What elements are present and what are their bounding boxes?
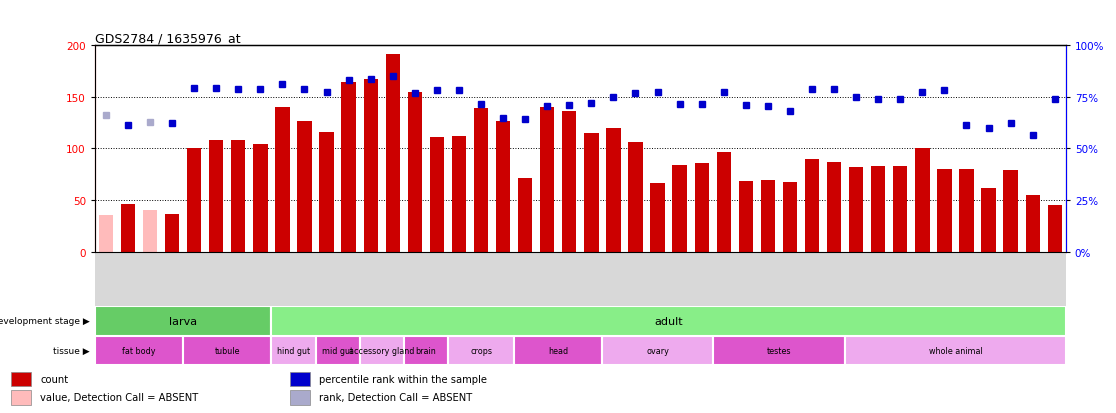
Text: rank, Detection Call = ABSENT: rank, Detection Call = ABSENT <box>319 392 472 403</box>
Bar <box>651 183 665 252</box>
Bar <box>628 143 643 252</box>
Text: adult: adult <box>654 316 683 326</box>
Text: hind gut: hind gut <box>277 346 310 355</box>
Text: GDS2784 / 1635976_at: GDS2784 / 1635976_at <box>95 32 240 45</box>
Bar <box>276 108 289 252</box>
Bar <box>253 145 268 252</box>
Bar <box>761 180 775 252</box>
Bar <box>474 109 488 252</box>
Bar <box>981 188 995 252</box>
Bar <box>805 159 819 252</box>
Text: value, Detection Call = ABSENT: value, Detection Call = ABSENT <box>40 392 199 403</box>
Text: mid gut: mid gut <box>323 346 353 355</box>
Bar <box>98 215 113 252</box>
Bar <box>209 141 223 252</box>
Bar <box>849 168 864 252</box>
Bar <box>297 121 311 252</box>
Bar <box>496 121 510 252</box>
Bar <box>165 214 180 252</box>
Bar <box>430 138 444 252</box>
Text: larva: larva <box>169 316 198 326</box>
Bar <box>290 390 310 405</box>
Bar <box>716 152 731 252</box>
Bar <box>11 372 31 386</box>
Bar <box>143 210 157 252</box>
Bar <box>937 170 952 252</box>
Bar <box>845 336 1066 366</box>
Bar <box>872 166 885 252</box>
Bar <box>271 336 316 366</box>
Bar <box>452 137 466 252</box>
Bar <box>271 306 1066 336</box>
Bar <box>739 181 753 252</box>
Bar <box>673 166 686 252</box>
Text: whole animal: whole animal <box>929 346 982 355</box>
Bar <box>603 336 713 366</box>
Bar <box>407 93 422 252</box>
Bar <box>95 306 271 336</box>
Bar <box>290 372 310 386</box>
Text: tissue ▶: tissue ▶ <box>52 346 89 355</box>
Bar <box>915 149 930 252</box>
Bar <box>448 336 514 366</box>
Text: percentile rank within the sample: percentile rank within the sample <box>319 374 488 384</box>
Bar <box>121 205 135 252</box>
Bar <box>183 336 271 366</box>
Bar <box>713 336 845 366</box>
Text: tubule: tubule <box>214 346 240 355</box>
Text: head: head <box>548 346 568 355</box>
Text: count: count <box>40 374 68 384</box>
Bar <box>341 83 356 252</box>
Bar <box>386 55 400 252</box>
Bar <box>694 164 709 252</box>
Text: accessory gland: accessory gland <box>349 346 414 355</box>
Bar <box>316 336 359 366</box>
Bar <box>1048 206 1062 252</box>
Text: crops: crops <box>470 346 492 355</box>
Bar <box>782 182 797 252</box>
Bar <box>11 390 31 405</box>
Bar <box>359 336 404 366</box>
Bar <box>187 149 201 252</box>
Text: development stage ▶: development stage ▶ <box>0 316 89 325</box>
Bar <box>584 134 598 252</box>
Bar <box>562 112 577 252</box>
Text: brain: brain <box>415 346 436 355</box>
Bar <box>364 80 378 252</box>
Bar <box>95 336 183 366</box>
Bar <box>514 336 603 366</box>
Text: testes: testes <box>767 346 791 355</box>
Text: fat body: fat body <box>123 346 156 355</box>
Bar <box>540 108 555 252</box>
Bar <box>606 128 620 252</box>
Bar <box>827 163 841 252</box>
Bar <box>518 179 532 252</box>
Bar <box>319 133 334 252</box>
Bar <box>1003 171 1018 252</box>
Bar <box>404 336 448 366</box>
Bar <box>893 166 907 252</box>
Text: ovary: ovary <box>646 346 668 355</box>
Bar <box>960 170 973 252</box>
Bar <box>1026 196 1040 252</box>
Bar <box>231 141 246 252</box>
